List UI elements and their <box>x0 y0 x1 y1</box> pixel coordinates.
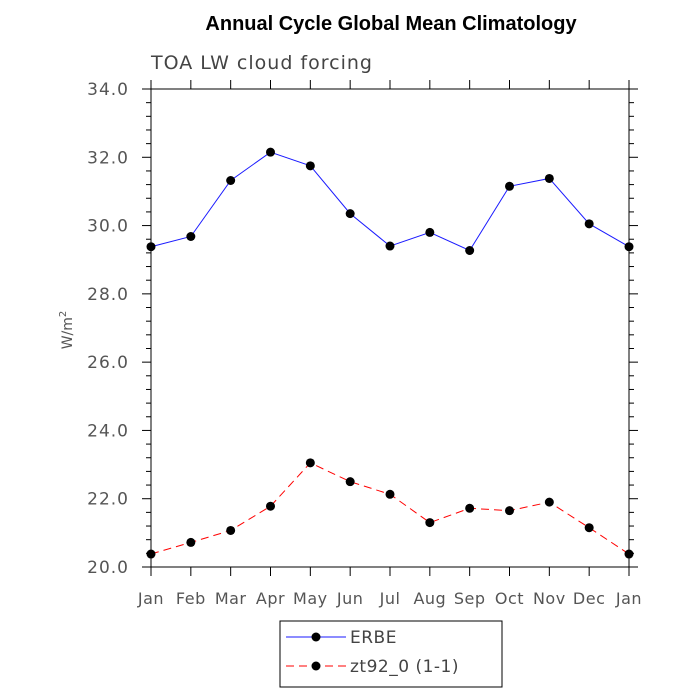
y-tick-label: 26.0 <box>87 353 129 373</box>
y-tick-label: 24.0 <box>87 421 129 441</box>
series-0-point <box>505 181 514 191</box>
y-tick-label: 20.0 <box>87 558 129 578</box>
chart-title: Annual Cycle Global Mean Climatology <box>205 13 577 35</box>
series-0-point <box>544 173 554 183</box>
series-1-point <box>465 503 475 513</box>
series-0-point <box>465 245 475 255</box>
series-1-point <box>544 497 554 507</box>
series-0-point <box>146 242 156 252</box>
series-1-point <box>624 549 634 559</box>
series-0-point <box>305 161 315 171</box>
y-tick-label: 32.0 <box>87 148 129 168</box>
chart-subtitle: TOA LW cloud forcing <box>150 52 373 74</box>
x-tick-label: Jul <box>379 589 401 608</box>
series-1-point <box>425 518 435 528</box>
y-axis-label: W/m2 <box>58 311 76 350</box>
legend-label-erbe: ERBE <box>350 628 397 648</box>
legend-marker-erbe <box>311 632 321 642</box>
series-1-point <box>584 523 594 533</box>
series-0-point <box>186 231 196 241</box>
series-1-point <box>345 477 355 487</box>
y-tick-labels: 20.0 22.0 24.0 26.0 28.0 30.0 32.0 34.0 <box>87 80 129 578</box>
x-tick-label: Jan <box>615 589 642 608</box>
series-1-point <box>146 549 156 559</box>
legend-marker-zt92 <box>311 661 321 671</box>
series-0-point <box>345 209 355 219</box>
series-1-point <box>505 506 514 516</box>
y-tick-label: 34.0 <box>87 80 129 100</box>
series-line-0 <box>150 151 630 252</box>
legend-label-zt92: zt92_0 (1-1) <box>350 657 459 677</box>
x-tick-label: Aug <box>413 589 446 608</box>
legend-box <box>279 620 503 688</box>
series-line-1 <box>150 462 630 555</box>
x-tick-label: Dec <box>573 589 605 608</box>
series-0-point <box>266 147 275 157</box>
series-0-point <box>226 176 236 186</box>
x-tick-label: Mar <box>215 589 247 608</box>
series-1-point <box>305 458 315 468</box>
series-1-point <box>385 489 395 499</box>
x-tick-label: Jan <box>137 589 164 608</box>
x-tick-labels: Jan Feb Mar Apr May Jun Jul Aug Sep Oct Nov Dec Jan <box>137 589 642 608</box>
x-tick-label: May <box>293 589 328 608</box>
series-1-point <box>226 525 236 535</box>
y-tick-label: 22.0 <box>87 490 129 510</box>
x-tick-label: Nov <box>533 589 566 608</box>
x-tick-label: Jun <box>336 589 364 608</box>
y-tick-label: 28.0 <box>87 285 129 305</box>
x-tick-label: Sep <box>454 589 486 608</box>
x-tick-label: Feb <box>176 589 206 608</box>
x-tick-label: Apr <box>256 589 285 608</box>
series-0-point <box>385 241 395 251</box>
series-0-point <box>425 227 435 237</box>
series-1-point <box>266 501 275 511</box>
series-0-point <box>624 242 634 252</box>
legend: ERBE zt92_0 (1-1) <box>279 620 503 688</box>
x-tick-label: Oct <box>495 589 524 608</box>
y-tick-label: 30.0 <box>87 217 129 237</box>
axis-ticks <box>142 80 638 576</box>
series-0-point <box>584 219 594 229</box>
series-layer <box>146 147 634 559</box>
series-1-point <box>186 537 196 547</box>
